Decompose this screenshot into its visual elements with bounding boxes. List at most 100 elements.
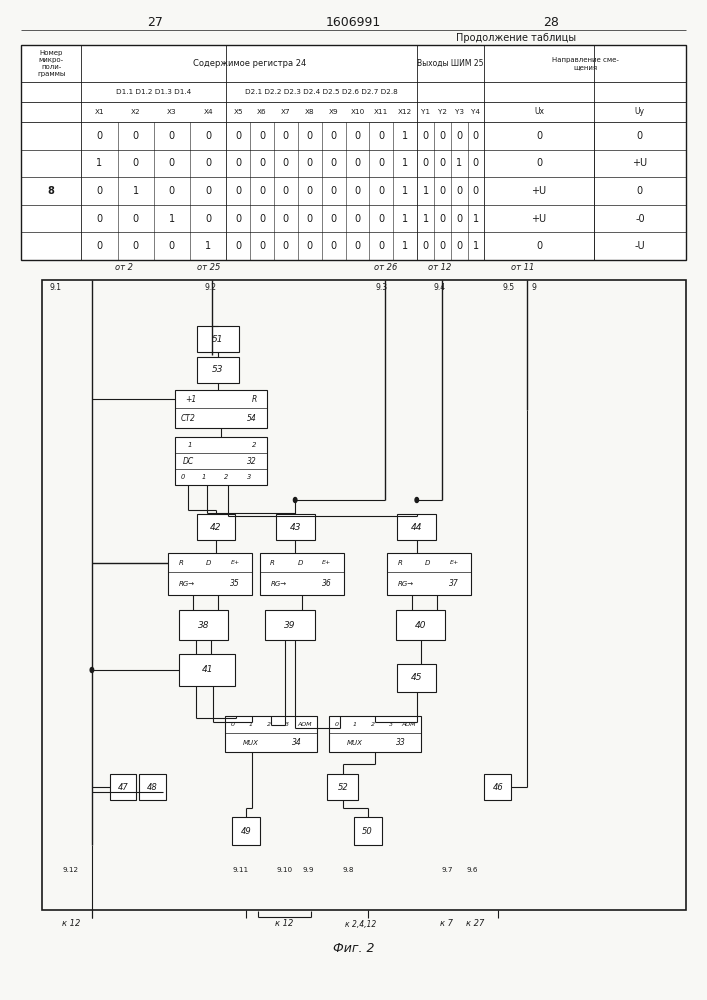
Text: X2: X2 (131, 109, 141, 115)
FancyBboxPatch shape (265, 610, 315, 640)
Text: X11: X11 (374, 109, 388, 115)
Text: от 25: от 25 (197, 263, 221, 272)
Text: Направление сме-
щения: Направление сме- щения (551, 57, 619, 70)
FancyBboxPatch shape (354, 817, 382, 845)
Text: 0: 0 (96, 214, 103, 224)
FancyBboxPatch shape (197, 326, 239, 352)
Text: Содержимое регистра 24: Содержимое регистра 24 (192, 59, 306, 68)
Text: 3: 3 (285, 722, 289, 727)
Text: 0: 0 (307, 131, 312, 141)
Text: 9.12: 9.12 (63, 867, 78, 873)
Text: X3: X3 (167, 109, 177, 115)
Text: X8: X8 (305, 109, 315, 115)
FancyBboxPatch shape (168, 553, 252, 595)
Text: 0: 0 (378, 186, 385, 196)
Text: 0: 0 (180, 474, 185, 480)
Text: 0: 0 (423, 158, 428, 168)
FancyBboxPatch shape (327, 774, 358, 800)
Text: 40: 40 (415, 620, 426, 630)
Text: 0: 0 (259, 214, 265, 224)
Text: 1: 1 (205, 241, 211, 251)
Text: 0: 0 (259, 131, 265, 141)
Text: Продолжение таблицы: Продолжение таблицы (456, 33, 576, 43)
Text: Y3: Y3 (455, 109, 464, 115)
Text: 28: 28 (544, 15, 559, 28)
Text: 50: 50 (362, 826, 373, 836)
Text: 2: 2 (267, 722, 271, 727)
Text: X12: X12 (398, 109, 412, 115)
Text: 3: 3 (247, 474, 252, 480)
Text: 9.8: 9.8 (342, 867, 354, 873)
Text: 1: 1 (402, 241, 408, 251)
Text: 34: 34 (292, 738, 301, 747)
Text: 0: 0 (331, 186, 337, 196)
Text: 1: 1 (473, 241, 479, 251)
Text: АОМ: АОМ (298, 722, 312, 727)
Text: R: R (178, 560, 183, 566)
Text: 0: 0 (259, 158, 265, 168)
FancyBboxPatch shape (197, 357, 239, 383)
Text: 1: 1 (473, 214, 479, 224)
Text: 47: 47 (117, 782, 129, 792)
Text: Фиг. 2: Фиг. 2 (333, 942, 374, 954)
Text: 0: 0 (423, 241, 428, 251)
Text: 0: 0 (283, 241, 289, 251)
Text: 0: 0 (331, 241, 337, 251)
Text: к 27: к 27 (466, 920, 484, 928)
Text: 37: 37 (450, 579, 459, 588)
Text: 53: 53 (212, 365, 223, 374)
Text: 45: 45 (411, 674, 423, 682)
Text: АОМ: АОМ (402, 722, 416, 727)
Text: 0: 0 (169, 158, 175, 168)
Text: 1: 1 (456, 158, 462, 168)
Text: 0: 0 (133, 241, 139, 251)
Text: Выходы ШИМ 25: Выходы ШИМ 25 (417, 59, 484, 68)
Text: 0: 0 (456, 186, 462, 196)
Text: от 2: от 2 (115, 263, 133, 272)
Text: X10: X10 (351, 109, 365, 115)
FancyBboxPatch shape (21, 45, 686, 260)
Text: Y1: Y1 (421, 109, 430, 115)
Text: 0: 0 (439, 131, 445, 141)
Text: 48: 48 (147, 782, 158, 792)
Text: 1: 1 (96, 158, 103, 168)
Text: Y4: Y4 (472, 109, 480, 115)
Text: 0: 0 (205, 214, 211, 224)
Text: 0: 0 (473, 186, 479, 196)
Text: RG→: RG→ (398, 581, 414, 587)
Text: E+: E+ (322, 560, 332, 565)
Text: 0: 0 (169, 241, 175, 251)
Text: 0: 0 (439, 158, 445, 168)
Text: R: R (270, 560, 275, 566)
Text: D2.1 D2.2 D2.3 D2.4 D2.5 D2.6 D2.7 D2.8: D2.1 D2.2 D2.3 D2.4 D2.5 D2.6 D2.7 D2.8 (245, 89, 398, 95)
Text: 8: 8 (48, 186, 54, 196)
Text: 0: 0 (378, 214, 385, 224)
FancyBboxPatch shape (110, 774, 136, 800)
Text: 9.9: 9.9 (303, 867, 314, 873)
FancyBboxPatch shape (484, 774, 511, 800)
Text: 0: 0 (307, 186, 312, 196)
Text: 0: 0 (259, 186, 265, 196)
Text: R: R (252, 395, 257, 404)
Circle shape (293, 497, 297, 502)
Text: 9.6: 9.6 (467, 867, 478, 873)
Text: 0: 0 (378, 131, 385, 141)
FancyBboxPatch shape (197, 514, 235, 540)
Text: +U: +U (532, 214, 547, 224)
Text: 9.5: 9.5 (503, 284, 515, 292)
Text: 1: 1 (423, 186, 428, 196)
Text: 1: 1 (187, 442, 192, 448)
Text: 0: 0 (96, 131, 103, 141)
FancyBboxPatch shape (260, 553, 344, 595)
Text: 49: 49 (240, 826, 252, 836)
Text: Номер
микро-
поли-
граммы: Номер микро- поли- граммы (37, 50, 66, 77)
Text: X5: X5 (233, 109, 243, 115)
FancyBboxPatch shape (232, 817, 260, 845)
Text: 36: 36 (322, 579, 332, 588)
Text: 46: 46 (492, 782, 503, 792)
Text: к 12: к 12 (275, 920, 293, 928)
Text: X1: X1 (95, 109, 104, 115)
Text: 0: 0 (354, 186, 361, 196)
Text: 0: 0 (96, 241, 103, 251)
Text: 0: 0 (456, 241, 462, 251)
